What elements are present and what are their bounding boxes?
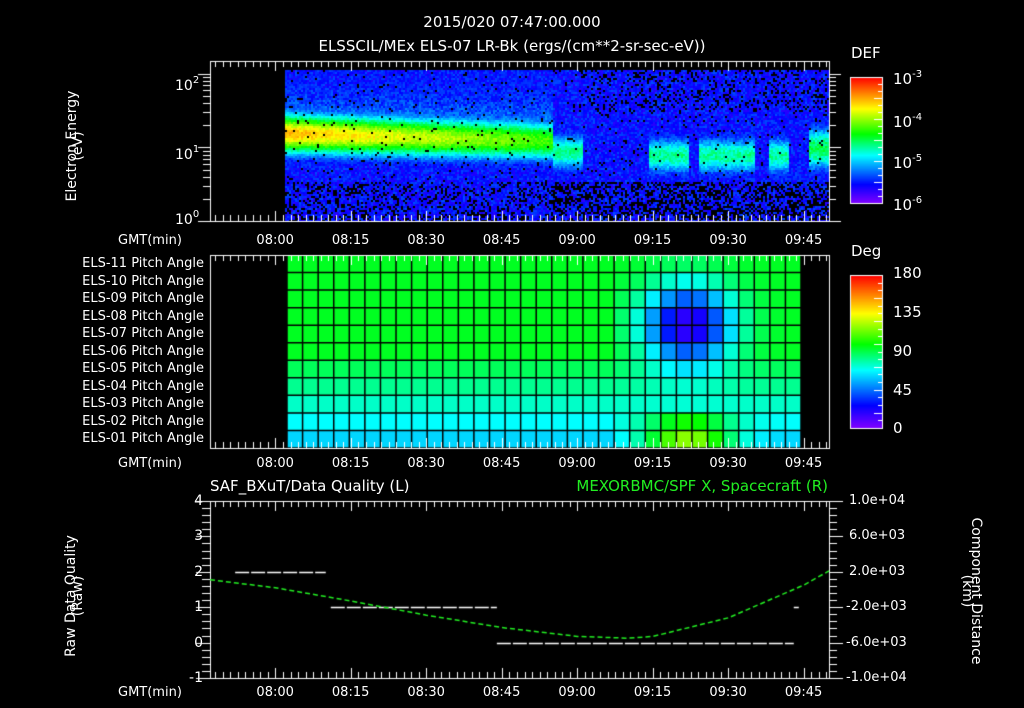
time-tick-label: 09:30 bbox=[709, 456, 747, 471]
pitch-row-label: ELS-10 Pitch Angle bbox=[82, 273, 204, 289]
time-axis-label-3: GMT(min) bbox=[118, 685, 182, 700]
pitch-row-label: ELS-08 Pitch Angle bbox=[82, 308, 204, 324]
time-tick-label: 09:00 bbox=[558, 456, 596, 471]
pitch-row-label: ELS-03 Pitch Angle bbox=[82, 396, 204, 412]
quality-title: SAF_BXuT/Data Quality (L) bbox=[210, 477, 410, 495]
pitch-row-label: ELS-01 Pitch Angle bbox=[82, 431, 204, 447]
time-tick-label: 08:15 bbox=[331, 685, 370, 700]
time-axis-label-1: GMT(min) bbox=[118, 233, 182, 248]
time-tick-label: 09:30 bbox=[709, 685, 747, 700]
deg-colorbar-label-90: 90 bbox=[893, 342, 913, 360]
deg-colorbar-label-135: 135 bbox=[893, 303, 922, 321]
def-colorbar-title: DEF bbox=[851, 44, 881, 62]
time-tick-label: 09:45 bbox=[784, 233, 823, 248]
pitch-row-label: ELS-06 Pitch Angle bbox=[82, 343, 204, 359]
pitch-row-label: ELS-09 Pitch Angle bbox=[82, 291, 204, 307]
quality-ylabel-units: (Raw) bbox=[70, 575, 86, 617]
distance-ytick-label: -1.0e+04 bbox=[846, 670, 907, 685]
def-colorbar-label-1e-3: 10-3 bbox=[893, 69, 923, 88]
time-axis-label-2: GMT(min) bbox=[118, 456, 182, 471]
energy-ytick-1e1: 101 bbox=[175, 144, 200, 163]
distance-ylabel-units: (km) bbox=[959, 574, 975, 608]
distance-ytick-label: -2.0e+03 bbox=[846, 599, 907, 615]
pitch-row-label: ELS-07 Pitch Angle bbox=[82, 326, 204, 342]
distance-ytick-label: 1.0e+04 bbox=[849, 493, 906, 508]
time-tick-label: 08:00 bbox=[256, 456, 294, 471]
time-tick-label: 09:45 bbox=[784, 456, 823, 471]
deg-colorbar-label-45: 45 bbox=[893, 381, 913, 399]
quality-ytick-label: 4 bbox=[194, 493, 203, 509]
plot-timestamp: 2015/020 07:47:00.000 bbox=[423, 13, 601, 31]
time-tick-label: 08:45 bbox=[482, 233, 521, 248]
time-tick-label: 08:30 bbox=[407, 456, 445, 471]
time-tick-label: 09:15 bbox=[633, 456, 672, 471]
pitch-row-label: ELS-04 Pitch Angle bbox=[82, 378, 204, 394]
quality-ytick-label: 1 bbox=[194, 599, 203, 616]
time-tick-label: 08:00 bbox=[256, 233, 294, 248]
time-tick-label: 08:30 bbox=[407, 233, 445, 248]
time-tick-label: 09:00 bbox=[558, 233, 596, 248]
spf-x-title: MEXORBMC/SPF X, Spacecraft (R) bbox=[576, 477, 828, 495]
time-tick-label: 09:15 bbox=[633, 233, 672, 248]
def-colorbar-label-1e-5: 10-5 bbox=[893, 153, 923, 172]
time-tick-label: 09:30 bbox=[709, 233, 747, 248]
quality-ytick-label: 2 bbox=[194, 563, 203, 580]
pitch-row-label: ELS-11 Pitch Angle bbox=[82, 256, 204, 271]
deg-colorbar-label-0: 0 bbox=[893, 419, 903, 437]
time-tick-label: 08:00 bbox=[256, 685, 294, 700]
deg-colorbar-title: Deg bbox=[851, 242, 882, 260]
time-tick-label: 08:15 bbox=[331, 456, 370, 471]
time-tick-label: 08:30 bbox=[407, 685, 445, 700]
quality-ytick-label: -1 bbox=[189, 670, 203, 686]
time-tick-label: 08:15 bbox=[331, 233, 370, 248]
pitch-row-label: ELS-05 Pitch Angle bbox=[82, 361, 204, 377]
energy-ytick-1e0: 100 bbox=[175, 209, 200, 228]
time-tick-label: 09:00 bbox=[558, 685, 596, 700]
time-tick-label: 09:45 bbox=[784, 685, 823, 700]
time-tick-label: 09:15 bbox=[633, 685, 672, 700]
time-tick-label: 08:45 bbox=[482, 685, 521, 700]
distance-ytick-label: 2.0e+03 bbox=[849, 563, 906, 579]
deg-colorbar-label-180: 180 bbox=[893, 264, 922, 282]
distance-ytick-label: 6.0e+03 bbox=[849, 528, 906, 544]
plot-subtitle: ELSSCIL/MEx ELS-07 LR-Bk (ergs/(cm**2-sr… bbox=[318, 37, 706, 55]
def-colorbar-label-1e-4: 10-4 bbox=[893, 112, 923, 131]
energy-ytick-1e2: 102 bbox=[175, 75, 200, 94]
quality-ytick-label: 0 bbox=[194, 634, 203, 651]
def-colorbar-label-1e-6: 10-6 bbox=[893, 195, 923, 214]
pitch-row-label: ELS-02 Pitch Angle bbox=[82, 413, 204, 429]
distance-ytick-label: -6.0e+03 bbox=[846, 634, 907, 650]
quality-ytick-label: 3 bbox=[194, 528, 203, 545]
time-tick-label: 08:45 bbox=[482, 456, 521, 471]
energy-ylabel-units: (eV) bbox=[70, 131, 86, 161]
